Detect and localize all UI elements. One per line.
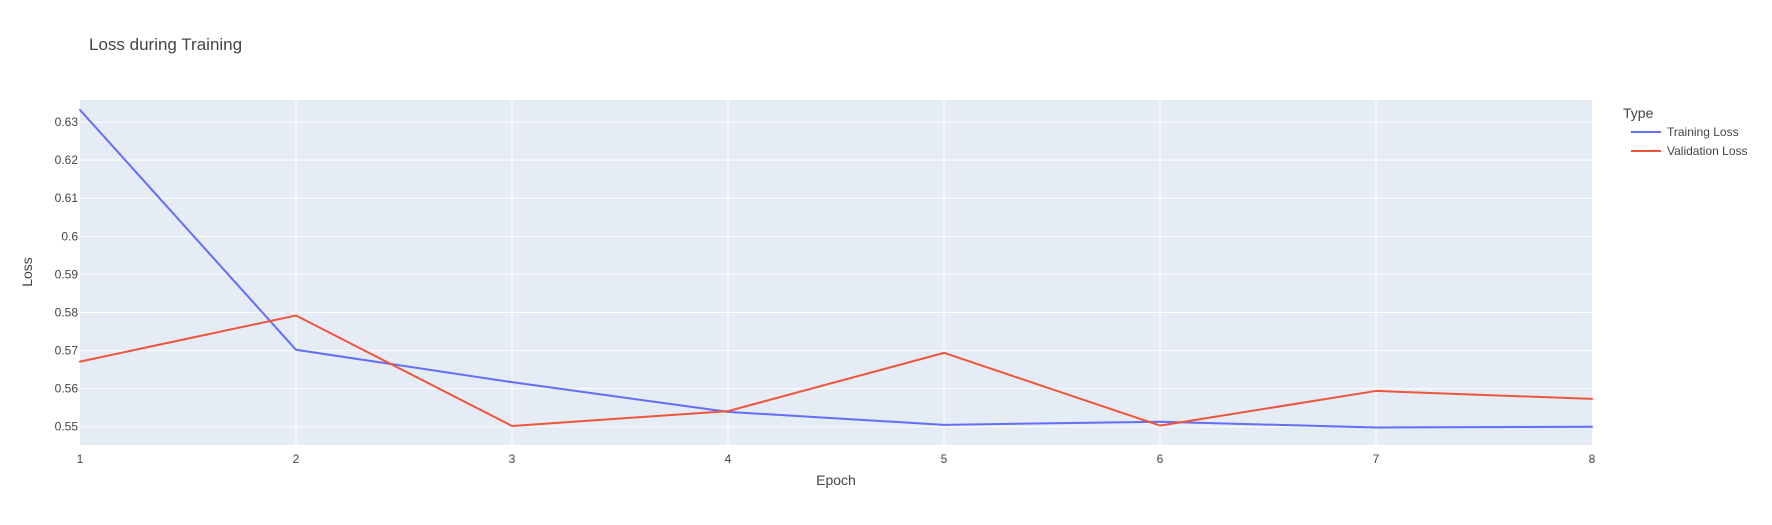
plot-background <box>80 100 1592 445</box>
x-tick-label: 7 <box>1373 452 1380 466</box>
y-tick-label: 0.56 <box>55 382 79 396</box>
series-layer <box>79 108 1593 429</box>
x-tick-label: 8 <box>1589 452 1596 466</box>
y-tick-label: 0.62 <box>55 153 79 167</box>
y-axis: 0.55 0.56 0.57 0.58 0.59 0.6 0.61 0.62 0.63 <box>55 115 79 434</box>
legend-label-1: Validation Loss <box>1667 144 1748 158</box>
x-axis-title: Epoch <box>816 472 856 488</box>
x-axis: 1 2 3 4 5 6 7 8 <box>77 452 1596 466</box>
y-tick-label: 0.57 <box>55 344 79 358</box>
legend-items: Training Loss Validation Loss <box>1631 125 1748 158</box>
y-tick-label: 0.59 <box>55 267 79 281</box>
chart-title: Loss during Training <box>89 35 242 54</box>
y-tick-label: 0.63 <box>55 115 79 129</box>
x-tick-label: 4 <box>725 452 732 466</box>
series-line-0 <box>79 108 1593 429</box>
x-tick-label: 5 <box>941 452 948 466</box>
y-tick-label: 0.61 <box>55 191 79 205</box>
x-tick-label: 2 <box>293 452 300 466</box>
y-tick-label: 0.55 <box>55 420 79 434</box>
x-tick-label: 1 <box>77 452 84 466</box>
plot-area <box>79 100 1593 445</box>
y-tick-label: 0.58 <box>55 305 79 319</box>
x-tick-label: 6 <box>1157 452 1164 466</box>
x-tick-label: 3 <box>509 452 516 466</box>
y-tick-label: 0.6 <box>61 229 78 243</box>
y-axis-title: Loss <box>19 257 35 287</box>
legend-label-0: Training Loss <box>1667 125 1739 139</box>
legend: Type Training Loss Validation Loss <box>1623 105 1748 158</box>
series-line-1 <box>79 314 1593 427</box>
legend-title: Type <box>1623 105 1654 121</box>
